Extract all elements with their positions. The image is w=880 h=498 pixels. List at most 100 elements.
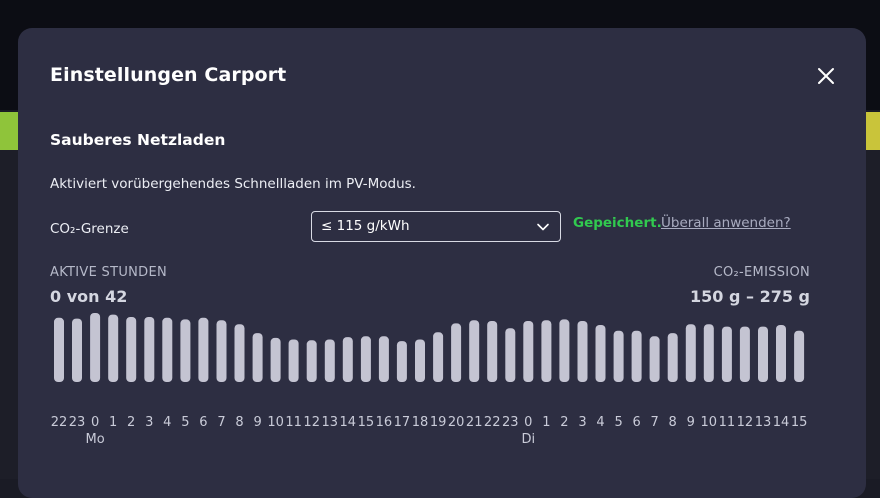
day-label: Mo: [86, 432, 105, 447]
hour-bar[interactable]: [613, 330, 624, 382]
hour-bar[interactable]: [577, 321, 588, 382]
co2-limit-select[interactable]: ≤ 115 g/kWh: [311, 211, 561, 242]
hour-tick-label: 18: [412, 415, 429, 430]
hour-tick-label: 22: [484, 415, 501, 430]
hour-tick-label: 9: [253, 415, 261, 430]
hour-tick-label: 16: [376, 415, 393, 430]
hour-tick-label: 1: [542, 415, 550, 430]
hour-bar[interactable]: [667, 333, 678, 382]
hour-bar[interactable]: [523, 321, 534, 382]
hour-bar[interactable]: [162, 317, 173, 382]
hour-bar[interactable]: [721, 326, 732, 382]
hour-bar[interactable]: [360, 336, 371, 382]
hour-bar[interactable]: [216, 320, 227, 382]
hour-tick-label: 4: [163, 415, 171, 430]
hour-tick-label: 15: [791, 415, 808, 430]
hour-bar[interactable]: [252, 333, 263, 382]
hour-tick-label: 6: [199, 415, 207, 430]
hour-bar[interactable]: [469, 320, 480, 382]
hour-tick-label: 21: [466, 415, 483, 430]
hour-bar[interactable]: [649, 336, 660, 382]
hour-tick-label: 11: [719, 415, 736, 430]
hour-tick-label: 0: [91, 415, 99, 430]
hour-bar[interactable]: [631, 330, 642, 382]
hour-bar[interactable]: [144, 317, 155, 382]
hour-tick-label: 17: [394, 415, 411, 430]
hour-bar[interactable]: [180, 319, 191, 382]
hour-tick-label: 6: [632, 415, 640, 430]
section-description: Aktiviert vorübergehendes Schnellladen i…: [50, 176, 416, 192]
hour-bar[interactable]: [306, 340, 317, 382]
section-title: Sauberes Netzladen: [50, 131, 226, 149]
hours-bar-chart: 22 23 0 1 2 3 4 5 6 7 8 9 10 11 12 13 14 15 16 17 18 19 20 21 22…: [51, 313, 808, 447]
hour-bar[interactable]: [108, 314, 119, 382]
co2-limit-selected-value: ≤ 115 g/kWh: [321, 218, 410, 234]
hour-bar[interactable]: [72, 318, 82, 382]
hour-bar[interactable]: [776, 325, 786, 382]
hour-tick-label: 12: [303, 415, 320, 430]
hour-tick-label: 5: [181, 415, 189, 430]
hour-tick-label: 5: [614, 415, 622, 430]
hour-tick-label: 1: [109, 415, 117, 430]
hour-tick-label: 13: [755, 415, 772, 430]
hour-bar[interactable]: [505, 328, 516, 382]
hour-tick-label: 14: [340, 415, 357, 430]
hour-tick-label: 2: [127, 415, 135, 430]
hour-bar[interactable]: [198, 317, 209, 382]
chevron-down-icon: [537, 223, 549, 231]
hour-tick-label: 7: [217, 415, 225, 430]
hour-tick-label: 8: [669, 415, 677, 430]
hour-bar[interactable]: [415, 339, 425, 383]
hour-bar[interactable]: [595, 325, 606, 382]
apply-everywhere-link[interactable]: Überall anwenden?: [661, 215, 791, 231]
hour-tick-label: 13: [322, 415, 339, 430]
hour-bar[interactable]: [396, 341, 407, 382]
hour-tick-label: 12: [737, 415, 754, 430]
hour-bar[interactable]: [559, 319, 570, 382]
co2-emission-value: 150 g – 275 g: [690, 287, 810, 306]
hour-bar[interactable]: [270, 337, 281, 382]
hour-tick-label: 22: [51, 415, 68, 430]
hour-tick-label: 19: [430, 415, 447, 430]
hour-bar[interactable]: [685, 324, 696, 382]
hour-bar[interactable]: [126, 317, 137, 382]
co2-limit-label: CO₂-Grenze: [50, 221, 129, 237]
hour-bar[interactable]: [54, 317, 64, 382]
active-hours-label: AKTIVE STUNDEN: [50, 265, 168, 280]
hour-tick-label: 7: [650, 415, 658, 430]
active-hours-value: 0 von 42: [50, 287, 128, 306]
hour-tick-label: 11: [285, 415, 302, 430]
co2-emission-label: CO₂-EMISSION: [713, 265, 810, 280]
hour-tick-label: 3: [578, 415, 586, 430]
settings-modal: Einstellungen Carport Sauberes Netzladen…: [18, 28, 866, 498]
modal-title: Einstellungen Carport: [50, 64, 287, 86]
close-button[interactable]: [814, 64, 838, 88]
hour-bar[interactable]: [487, 321, 498, 382]
hour-tick-label: 10: [267, 415, 284, 430]
hour-bar[interactable]: [541, 320, 552, 382]
hour-bar[interactable]: [433, 332, 444, 382]
hour-bar[interactable]: [288, 339, 299, 383]
hour-bar[interactable]: [90, 313, 101, 382]
hour-tick-label: 14: [773, 415, 790, 430]
hour-bar[interactable]: [324, 339, 335, 383]
hour-tick-label: 20: [448, 415, 465, 430]
hour-tick-label: 23: [69, 415, 86, 430]
hour-tick-label: 15: [358, 415, 375, 430]
hour-bar[interactable]: [758, 326, 768, 382]
hour-tick-label: 8: [235, 415, 243, 430]
hour-bar[interactable]: [342, 337, 353, 382]
hour-tick-label: 23: [502, 415, 519, 430]
hour-bar[interactable]: [794, 330, 805, 382]
hour-bar[interactable]: [739, 326, 750, 382]
hour-tick-label: 10: [701, 415, 718, 430]
hour-bar[interactable]: [378, 336, 389, 382]
hour-bar[interactable]: [703, 324, 714, 382]
close-icon: [818, 68, 834, 84]
saved-status: Gepeichert.: [573, 215, 662, 231]
hour-bar[interactable]: [234, 324, 245, 382]
hour-tick-label: 2: [560, 415, 568, 430]
hour-tick-label: 9: [687, 415, 695, 430]
hour-bar[interactable]: [451, 323, 462, 382]
day-label: Di: [521, 432, 535, 447]
